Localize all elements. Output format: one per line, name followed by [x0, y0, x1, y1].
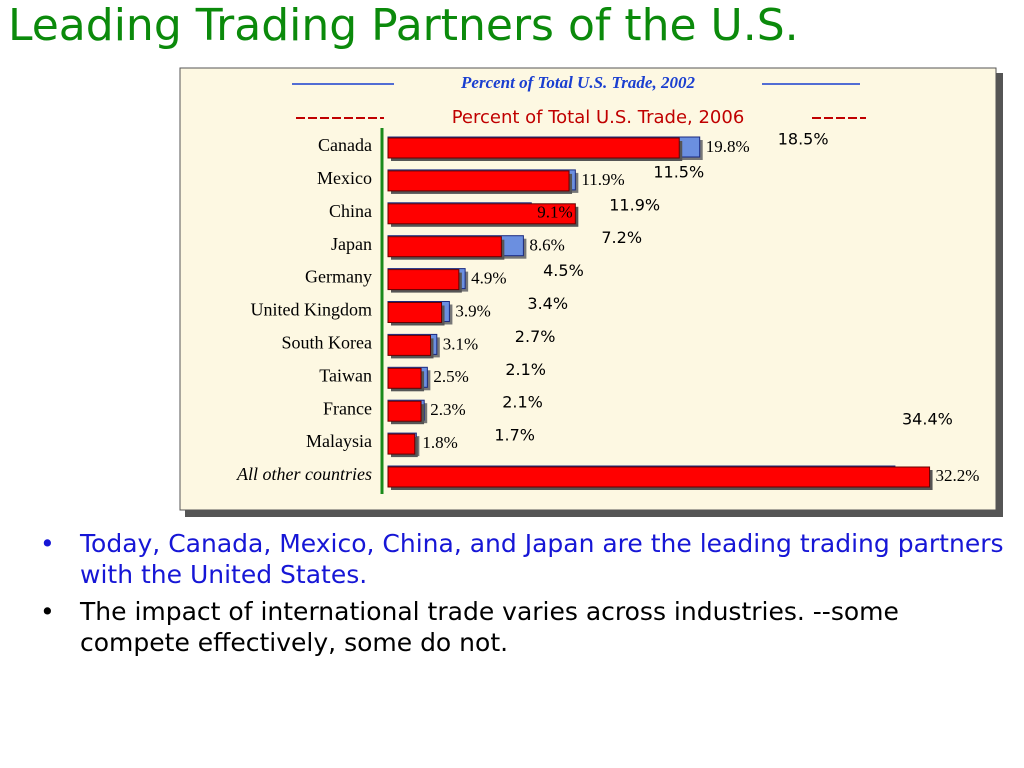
value-label: 2.3%: [430, 400, 465, 419]
value-label: 9.1%: [537, 203, 572, 222]
bullet-list: Today, Canada, Mexico, China, and Japan …: [40, 528, 1015, 664]
value-label: 1.7%: [494, 426, 535, 445]
value-label: 3.1%: [443, 334, 478, 353]
category-label: France: [323, 398, 372, 418]
value-label: 2.5%: [433, 367, 468, 386]
category-label: Malaysia: [306, 431, 372, 451]
bar: [387, 334, 432, 356]
bar: [387, 367, 422, 389]
bar: [387, 466, 931, 488]
value-label: 1.8%: [422, 433, 457, 452]
value-label: 7.2%: [601, 228, 642, 247]
category-label: South Korea: [282, 333, 372, 353]
category-label: Japan: [331, 234, 372, 254]
value-label: 11.9%: [609, 195, 660, 214]
bullet: Today, Canada, Mexico, China, and Japan …: [40, 528, 1015, 590]
bar: [387, 170, 570, 192]
chart: Percent of Total U.S. Trade, 2002 Percen…: [179, 67, 1003, 517]
category-label: All other countries: [236, 464, 372, 484]
value-label: 11.9%: [581, 170, 624, 189]
value-label: 19.8%: [706, 137, 750, 156]
value-label: 3.9%: [455, 301, 490, 320]
legend-label: Percent of Total U.S. Trade, 2002: [460, 73, 695, 92]
value-label: 4.9%: [471, 269, 506, 288]
bullet: The impact of international trade varies…: [40, 596, 1015, 658]
category-label: Canada: [318, 135, 372, 155]
bar: [387, 400, 422, 422]
bar: [387, 302, 443, 323]
legend-label: Percent of Total U.S. Trade, 2006: [452, 107, 745, 128]
slide-title: Leading Trading Partners of the U.S.: [8, 0, 799, 51]
value-label: 11.5%: [653, 162, 704, 181]
category-label: China: [329, 201, 372, 221]
bar: [387, 203, 576, 225]
chart-frame: [179, 67, 997, 511]
value-label: 4.5%: [543, 261, 584, 280]
category-label: United Kingdom: [251, 300, 373, 320]
bar: [387, 269, 460, 291]
value-label: 3.4%: [527, 294, 568, 313]
bar: [387, 137, 680, 159]
value-label: 34.4%: [902, 410, 953, 429]
category-label: Mexico: [317, 168, 372, 188]
value-label: 32.2%: [936, 466, 980, 485]
category-label: Germany: [305, 267, 372, 287]
category-label: Taiwan: [319, 365, 372, 385]
bar: [387, 236, 502, 258]
value-label: 18.5%: [778, 130, 829, 149]
value-label: 2.1%: [502, 393, 543, 412]
value-label: 2.1%: [505, 360, 546, 379]
value-label: 8.6%: [529, 236, 564, 255]
bar: [387, 433, 416, 455]
value-label: 2.7%: [515, 327, 556, 346]
